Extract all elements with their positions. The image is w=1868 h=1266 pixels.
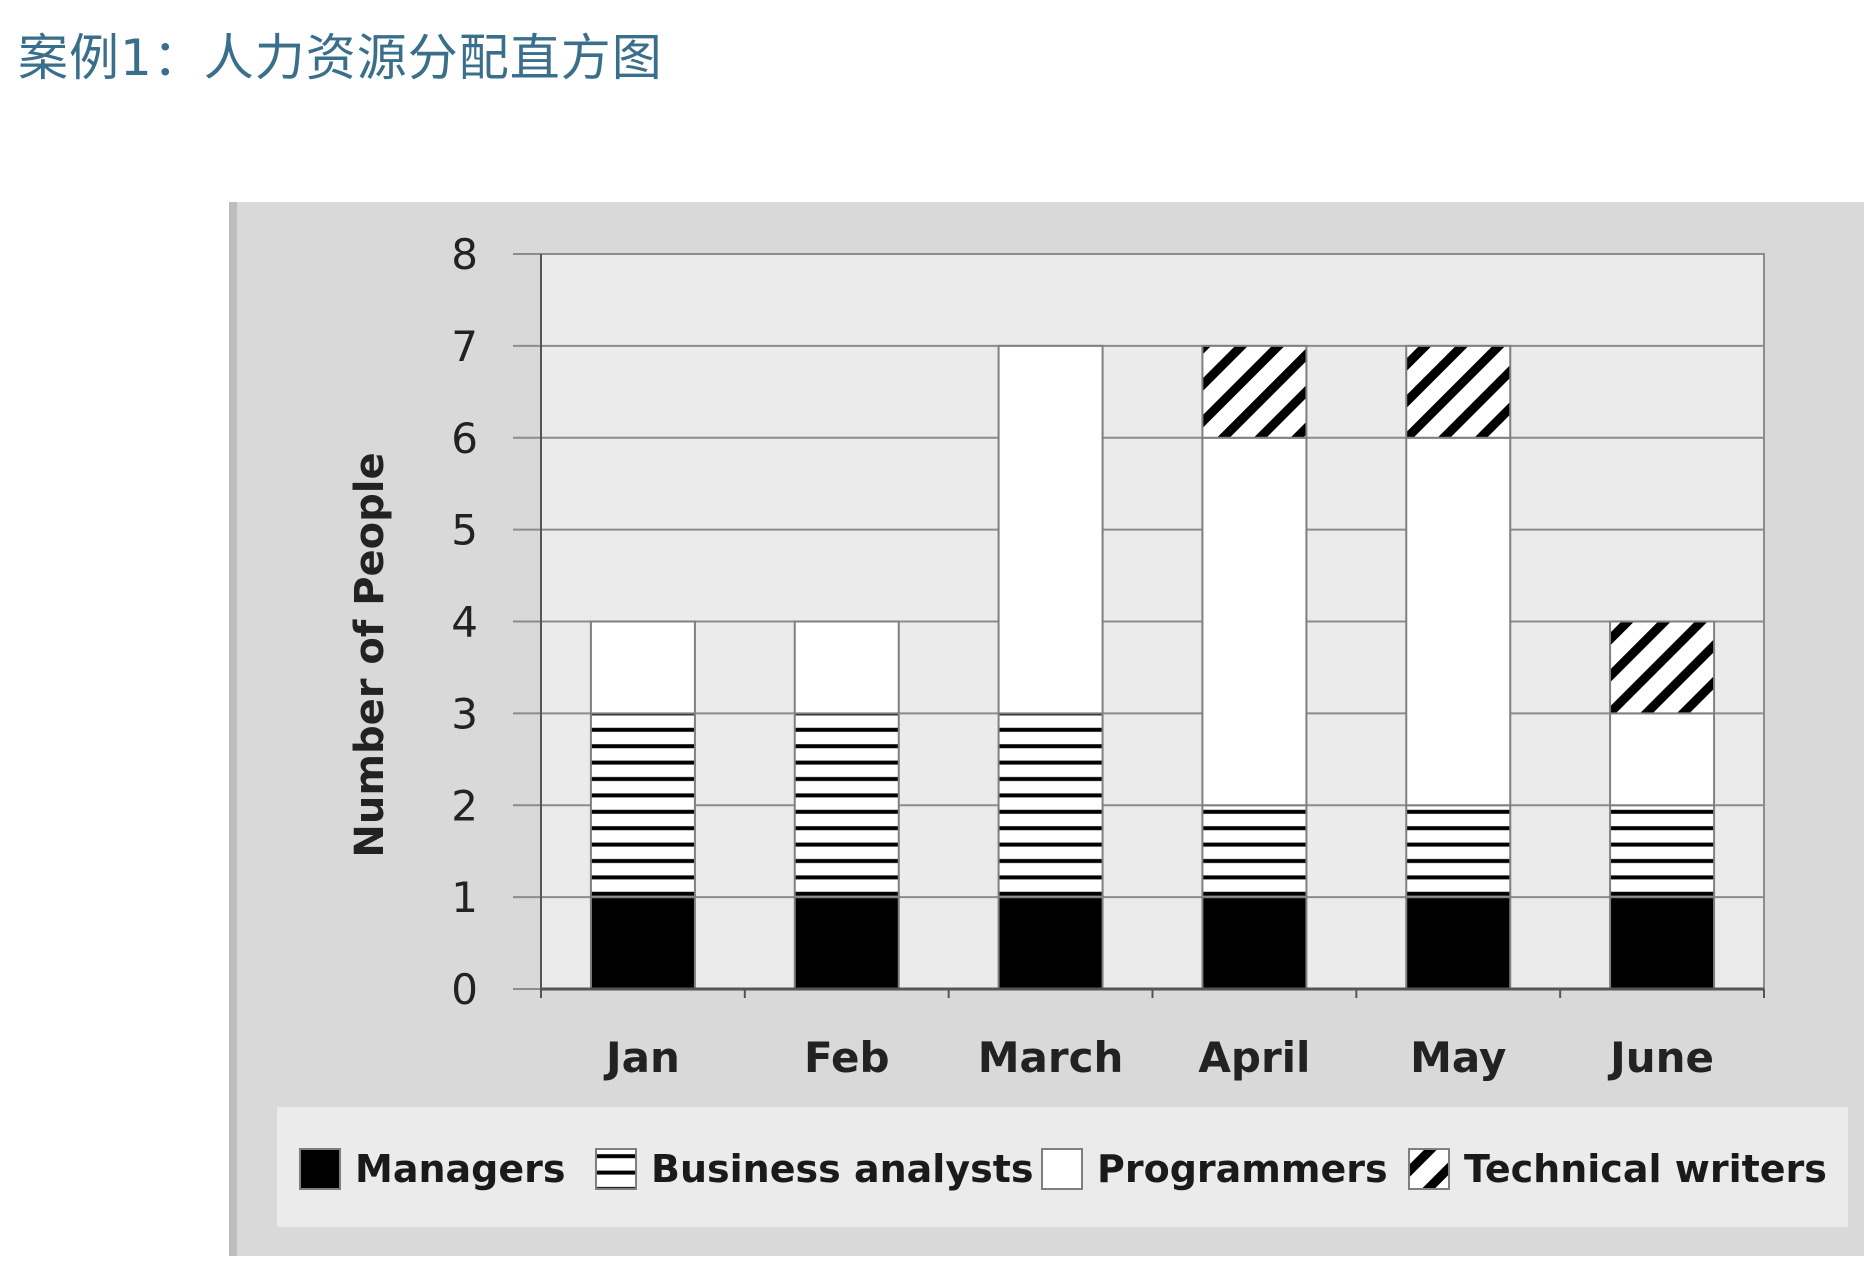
- legend-label: Programmers: [1097, 1147, 1388, 1191]
- y-tick-label: 3: [451, 689, 478, 738]
- x-tick-label: May: [1410, 1033, 1506, 1082]
- legend-label: Business analysts: [651, 1147, 1034, 1191]
- bar-segment: [1405, 804, 1512, 899]
- y-tick-label: 0: [451, 965, 478, 1014]
- x-tick-label: June: [1607, 1033, 1714, 1082]
- x-tick-label: April: [1198, 1033, 1310, 1082]
- legend-swatch: [299, 1148, 341, 1190]
- axes: [540, 254, 1765, 998]
- bar-segment: [1201, 896, 1308, 990]
- x-tick-label: Feb: [804, 1033, 890, 1082]
- bar-segment: [997, 344, 1104, 715]
- bar-segment: [793, 896, 900, 990]
- legend-label: Managers: [355, 1147, 565, 1191]
- legend-swatch: [1041, 1148, 1083, 1190]
- tick-labels: 0 1 2 3 4 5 6 7 8 Jan Feb March April May June: [451, 230, 1714, 1082]
- bar-segment: [1609, 712, 1716, 807]
- bar-segment: [793, 620, 900, 715]
- bar-segment: [1405, 436, 1512, 807]
- bar-segment: [1405, 896, 1512, 990]
- bar-segment: [997, 896, 1104, 990]
- bar-segment: [1609, 896, 1716, 990]
- bar-segment: [589, 896, 696, 990]
- y-tick-label: 4: [451, 598, 478, 647]
- bar-segment: [1609, 804, 1716, 899]
- bar-segment: [793, 712, 900, 899]
- y-tick-label: 6: [451, 414, 478, 463]
- bar-segment: [997, 712, 1104, 899]
- bar-segment: [1201, 344, 1308, 439]
- legend-label: Technical writers: [1464, 1147, 1827, 1191]
- bar-segment: [589, 712, 696, 899]
- legend-items: Managers Business analysts Programmers Tech…: [299, 1147, 1827, 1191]
- x-tick-label: March: [978, 1033, 1124, 1082]
- bar-segment: [1201, 804, 1308, 899]
- bar-segment: [1609, 620, 1716, 715]
- y-tick-label: 7: [451, 322, 478, 371]
- page-title: 案例1：人力资源分配直方图: [18, 29, 663, 87]
- bar-segment: [1201, 436, 1308, 807]
- legend-swatch: [595, 1148, 637, 1190]
- bar-segment: [589, 620, 696, 715]
- y-tick-label: 1: [451, 873, 478, 922]
- y-tick-label: 8: [451, 230, 478, 279]
- y-tick-label: 2: [451, 781, 478, 830]
- y-tick-label: 5: [451, 506, 478, 555]
- y-axis-label: Number of People: [347, 452, 393, 857]
- legend-swatch: [1408, 1148, 1450, 1190]
- x-tick-label: Jan: [603, 1033, 680, 1082]
- bars: [589, 344, 1716, 990]
- bar-segment: [1405, 344, 1512, 439]
